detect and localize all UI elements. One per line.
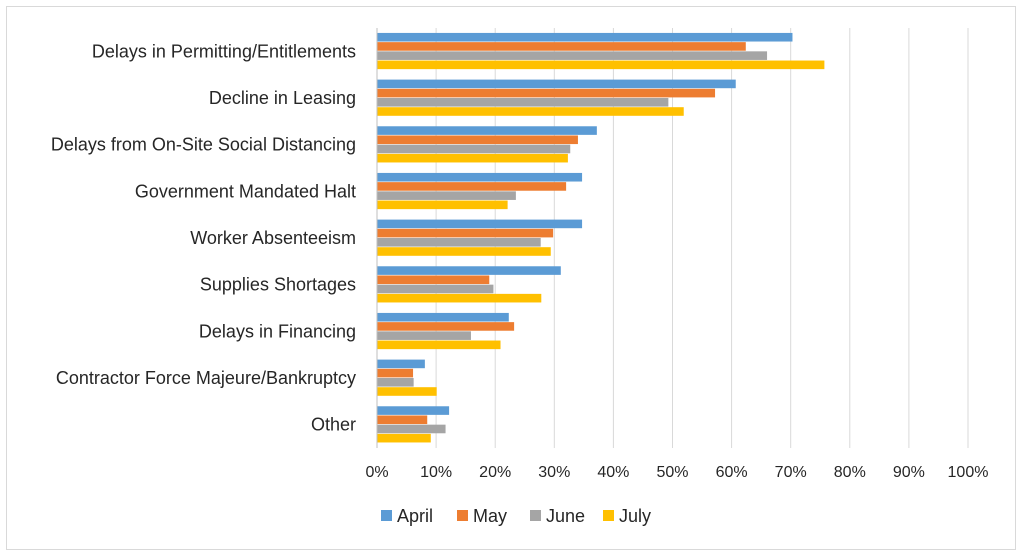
bar-july-supplies-shortages [377,293,542,303]
category-label: Other [311,415,356,435]
bar-july-delays-in-financing [377,340,501,350]
x-tick-label: 0% [365,464,388,481]
legend-swatch-june [530,510,541,521]
bar-july-contractor-force-majeure-bankruptcy [377,387,437,396]
bar-may-supplies-shortages [377,275,490,285]
category-label: Worker Absenteeism [190,228,356,248]
legend-label-july: July [619,506,651,526]
bar-may-delays-in-permitting-entitlements [377,42,746,51]
category-label: Contractor Force Majeure/Bankruptcy [56,368,356,388]
bar-june-contractor-force-majeure-bankruptcy [377,378,414,387]
bar-april-contractor-force-majeure-bankruptcy [377,359,425,369]
bar-april-decline-in-leasing [377,79,736,89]
bar-july-government-mandated-halt [377,200,508,210]
x-tick-label: 20% [479,464,511,481]
bar-may-contractor-force-majeure-bankruptcy [377,368,414,378]
bar-may-government-mandated-halt [377,182,567,191]
bar-july-decline-in-leasing [377,107,684,116]
bar-july-other [377,433,431,443]
legend-label-april: April [397,506,433,526]
category-label: Delays in Financing [199,321,356,341]
bar-june-other [377,424,446,434]
category-label: Supplies Shortages [200,275,356,295]
x-tick-label: 70% [775,464,807,481]
x-axis-ticks: 0% 10% 20% 30% 40% 50% 60% 70% 80% 90% 100% [365,464,988,481]
bar-june-delays-from-on-site-social-distancing [377,144,571,154]
bar-april-government-mandated-halt [377,172,583,182]
bar-april-delays-in-permitting-entitlements [377,32,793,42]
x-tick-label: 10% [420,464,452,481]
bar-may-other [377,415,428,425]
bar-may-delays-in-financing [377,322,515,331]
category-label: Delays from On-Site Social Distancing [51,135,356,155]
bar-april-delays-from-on-site-social-distancing [377,126,597,135]
x-tick-label: 100% [948,464,989,481]
legend-swatch-july [603,510,614,521]
x-tick-label: 60% [716,464,748,481]
x-tick-label: 30% [538,464,570,481]
bar-may-worker-absenteeism [377,228,554,238]
x-tick-label: 80% [834,464,866,481]
bar-july-delays-in-permitting-entitlements [377,60,825,70]
legend: April May June July [381,506,651,526]
bar-may-delays-from-on-site-social-distancing [377,135,578,145]
bar-june-delays-in-permitting-entitlements [377,51,768,60]
bar-april-other [377,406,450,415]
legend-swatch-may [457,510,468,521]
bar-june-delays-in-financing [377,331,471,340]
x-tick-label: 90% [893,464,925,481]
legend-swatch-april [381,510,392,521]
legend-label-may: May [473,506,507,526]
category-labels: Delays in Permitting/Entitlements Decline… [51,41,356,434]
category-label: Decline in Leasing [209,88,356,108]
bar-june-supplies-shortages [377,284,494,294]
bar-july-worker-absenteeism [377,247,551,256]
bar-july-delays-from-on-site-social-distancing [377,153,568,163]
bars [377,32,825,443]
bar-june-worker-absenteeism [377,238,541,247]
bar-june-decline-in-leasing [377,98,669,107]
legend-label-june: June [546,506,585,526]
bar-june-government-mandated-halt [377,191,516,200]
x-tick-label: 50% [656,464,688,481]
bar-april-worker-absenteeism [377,219,583,229]
bar-may-decline-in-leasing [377,88,716,98]
bar-april-supplies-shortages [377,266,561,275]
category-label: Government Mandated Halt [135,181,356,201]
x-tick-label: 40% [597,464,629,481]
category-label: Delays in Permitting/Entitlements [92,41,356,61]
bar-april-delays-in-financing [377,312,509,322]
